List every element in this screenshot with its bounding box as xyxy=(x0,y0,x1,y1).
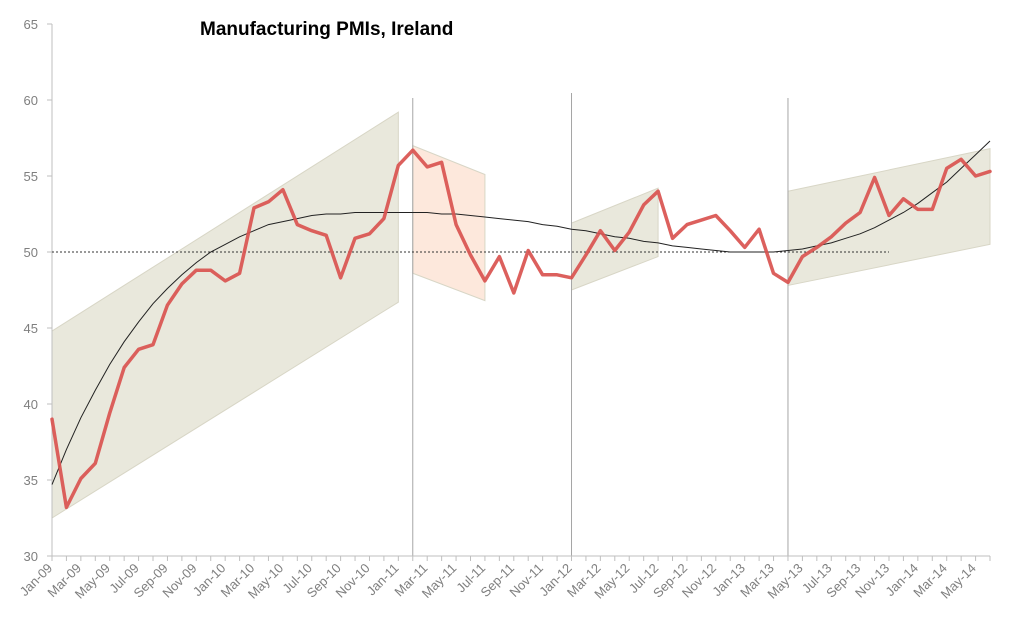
pmi-line xyxy=(50,148,992,510)
y-tick-label: 40 xyxy=(24,397,38,412)
axes xyxy=(47,23,991,561)
confidence-bands xyxy=(51,111,991,519)
y-tick-label: 60 xyxy=(24,93,38,108)
y-tick-label: 55 xyxy=(24,169,38,184)
band-1 xyxy=(51,111,399,519)
y-tick-label: 50 xyxy=(24,245,38,260)
y-tick-labels: 30 35 40 45 50 55 60 65 xyxy=(24,17,38,564)
chart-title: Manufacturing PMIs, Ireland xyxy=(200,19,453,40)
trend-line xyxy=(51,140,991,485)
y-tick-label: 35 xyxy=(24,473,38,488)
y-tick-label: 30 xyxy=(24,549,38,564)
band-2 xyxy=(412,144,486,302)
trend-curve xyxy=(51,140,991,485)
pmi-series xyxy=(50,148,992,510)
x-tick-labels: Jan-09Mar-09May-09Jul-09Sep-09Nov-09Jan-… xyxy=(17,560,979,601)
y-tick-label: 65 xyxy=(24,17,38,32)
y-tick-label: 45 xyxy=(24,321,38,336)
period-dividers xyxy=(412,93,789,556)
